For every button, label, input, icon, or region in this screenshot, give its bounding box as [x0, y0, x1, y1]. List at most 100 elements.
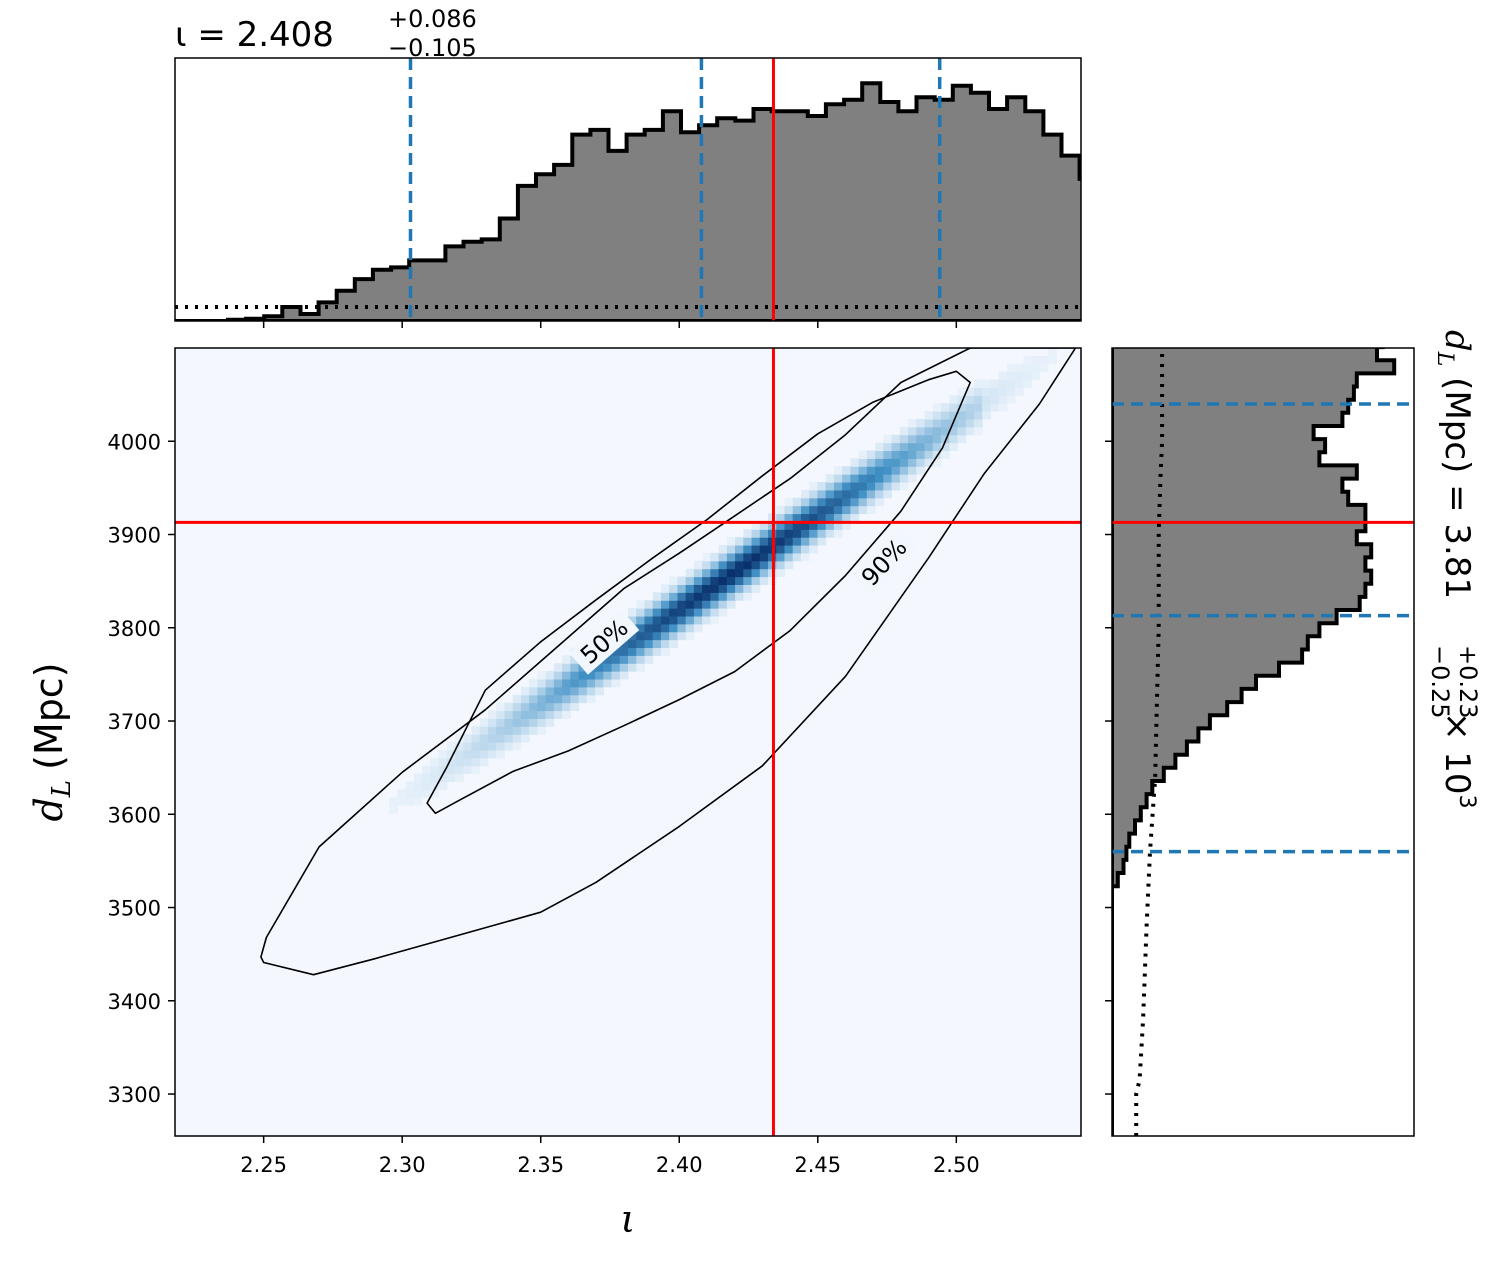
density-cell: [669, 592, 679, 601]
density-cell: [850, 505, 860, 515]
density-cell: [743, 529, 753, 538]
density-cell: [1023, 363, 1033, 373]
density-cell: [883, 489, 893, 499]
distance-summary-multiplier: × 10: [1437, 712, 1477, 795]
density-cell: [982, 379, 991, 388]
density-cell: [710, 608, 720, 617]
density-cell: [940, 426, 950, 436]
density-cell: [669, 615, 679, 625]
density-cell: [718, 568, 728, 578]
density-cell: [809, 505, 819, 515]
y-tick-label: 3800: [108, 617, 161, 641]
density-cell: [875, 481, 884, 491]
svg-text:× 103: × 103: [1437, 712, 1479, 809]
density-cell: [759, 521, 769, 530]
density-cell: [858, 474, 868, 483]
density-cell: [479, 718, 489, 727]
density-cell: [702, 592, 711, 601]
density-cell: [949, 403, 959, 412]
density-cell: [693, 592, 703, 601]
density-cell: [743, 584, 753, 593]
density-cell: [792, 513, 802, 522]
density-cell: [800, 545, 810, 554]
density-cell: [875, 450, 884, 459]
density-cell: [520, 734, 530, 743]
density-cell: [916, 426, 926, 436]
density-cell: [595, 663, 604, 672]
density-cell: [735, 592, 744, 601]
x-tick-label: 2.45: [794, 1153, 841, 1177]
density-cell: [809, 481, 819, 491]
density-cell: [718, 608, 728, 617]
contour-90-percent: [260, 348, 1077, 976]
density-cell: [545, 694, 555, 704]
density-cell: [660, 623, 670, 633]
density-cell: [603, 663, 613, 672]
density-cell: [669, 576, 679, 585]
density-cell: [636, 663, 646, 672]
density-cell: [850, 466, 860, 475]
density-cell: [759, 529, 769, 538]
density-cell: [866, 481, 876, 491]
density-cell: [751, 552, 761, 562]
inclination-summary-lower: −0.105: [388, 34, 477, 62]
density-cell: [471, 726, 481, 735]
density-cell: [866, 489, 876, 499]
density-cell: [644, 615, 654, 625]
density-cell: [751, 545, 761, 554]
density-cell: [759, 568, 769, 578]
density-cell: [693, 623, 703, 633]
density-cell: [743, 545, 753, 554]
distance-histogram-bars: [1112, 348, 1397, 1136]
inclination-histogram-step: [175, 81, 1081, 321]
distance-summary-value: (Mpc) = 3.81: [1437, 366, 1477, 599]
distance-summary-exponent: 3: [1454, 795, 1479, 809]
density-cell: [809, 489, 819, 499]
density-cell: [899, 442, 909, 452]
density-cell: [850, 458, 860, 467]
density-cell: [965, 411, 975, 420]
density-cell: [726, 576, 736, 585]
density-cell: [496, 749, 506, 759]
density-cell: [652, 608, 662, 617]
density-cell: [833, 505, 843, 515]
density-cell: [603, 671, 613, 680]
density-cell: [743, 568, 753, 578]
density-cell: [413, 773, 423, 782]
density-cell: [438, 773, 448, 782]
density-cell: [520, 694, 530, 704]
density-cell: [924, 458, 934, 467]
inclination-histogram-bars: [175, 81, 1081, 321]
density-cell: [932, 403, 942, 412]
density-cell: [965, 426, 975, 436]
density-cell: [800, 489, 810, 499]
density-cell: [496, 734, 506, 743]
density-cell: [1023, 355, 1033, 365]
y-axis-subscript: L: [47, 780, 77, 798]
density-cell: [570, 671, 580, 680]
density-cell: [735, 545, 744, 554]
density-cell: [800, 529, 810, 538]
inclination-quantile-lines: [408, 58, 942, 321]
density-cell: [496, 742, 506, 751]
density-cell: [446, 757, 456, 767]
density-cell: [1048, 355, 1057, 365]
density-cell: [570, 663, 580, 672]
density-cell: [413, 789, 423, 798]
density-cell: [883, 466, 893, 475]
density-cell: [710, 600, 720, 609]
density-cell: [899, 458, 909, 467]
distance-summary-lower: −0.25: [1426, 645, 1454, 719]
density-cell: [463, 742, 473, 751]
density-cell: [685, 608, 695, 617]
density-cell: [553, 671, 563, 680]
density-cell: [446, 773, 456, 782]
density-cell: [850, 497, 860, 507]
density-cell: [644, 655, 654, 664]
density-cell: [932, 418, 942, 428]
density-cell: [628, 639, 637, 649]
density-cell: [842, 497, 851, 507]
density-cell: [784, 560, 794, 570]
density-cell: [899, 434, 909, 444]
density-cell: [685, 584, 695, 593]
